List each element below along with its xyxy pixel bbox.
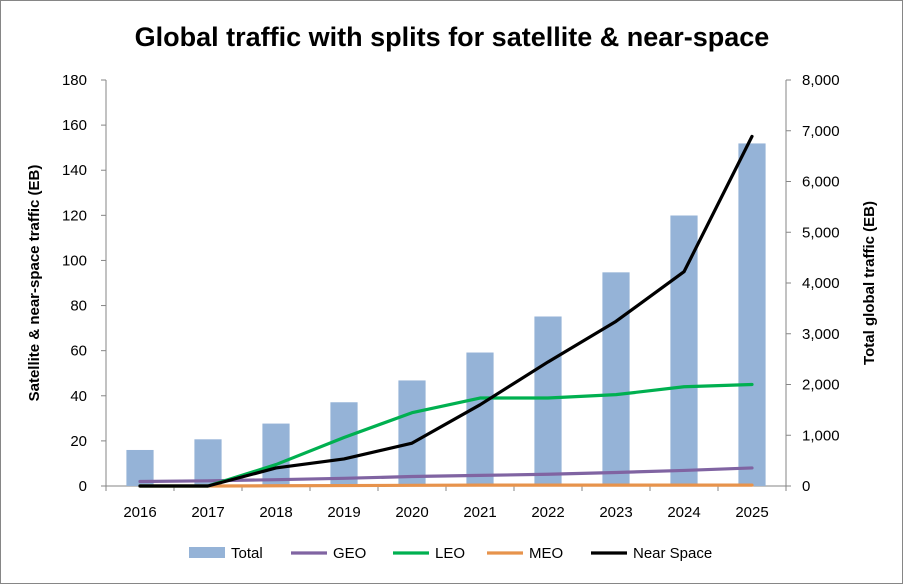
right-tick-label: 7,000 [802, 123, 840, 140]
left-tick-label: 160 [62, 117, 87, 134]
x-tick-label: 2018 [259, 504, 292, 521]
legend-label-total: Total [231, 545, 263, 562]
left-tick-label: 80 [70, 298, 87, 315]
x-tick-label: 2020 [395, 504, 428, 521]
x-tick-label: 2024 [667, 504, 700, 521]
bar-total [330, 402, 358, 486]
left-tick-label: 100 [62, 252, 87, 269]
series-lines [138, 134, 754, 488]
right-tick-label: 4,000 [802, 275, 840, 292]
legend-label-leo: LEO [435, 545, 465, 562]
right-axis-title: Total global traffic (EB) [861, 201, 878, 365]
x-tick-label: 2019 [327, 504, 360, 521]
series-line-near-space [138, 134, 754, 488]
chart-title: Global traffic with splits for satellite… [135, 22, 770, 52]
bar-total [738, 143, 766, 486]
bar-total [602, 272, 630, 486]
left-tick-label: 0 [79, 478, 87, 495]
right-tick-label: 2,000 [802, 377, 840, 394]
bar-total [262, 423, 290, 486]
right-tick-label: 3,000 [802, 326, 840, 343]
x-tick-label: 2025 [735, 504, 768, 521]
x-tick-label: 2023 [599, 504, 632, 521]
left-tick-label: 60 [70, 343, 87, 360]
left-tick-label: 40 [70, 388, 87, 405]
right-tick-label: 0 [802, 478, 810, 495]
right-tick-label: 5,000 [802, 224, 840, 241]
left-tick-label: 180 [62, 72, 87, 89]
series-line-meo [138, 483, 754, 488]
x-tick-label: 2016 [123, 504, 156, 521]
bar-total [534, 316, 562, 486]
right-tick-label: 6,000 [802, 174, 840, 191]
bar-total [466, 352, 494, 486]
x-tick-label: 2017 [191, 504, 224, 521]
bar-total [670, 215, 698, 486]
left-tick-label: 20 [70, 433, 87, 450]
bar-total [398, 380, 426, 486]
series-line-geo [138, 466, 754, 484]
legend: Total GEO LEO MEO Near Space [189, 545, 712, 562]
tick-labels: 0 20 40 60 80 100 120 140 160 180 0 1,000 2,000 3,000… [62, 72, 840, 521]
bars [126, 143, 766, 486]
bar-total [194, 439, 222, 486]
left-tick-label: 120 [62, 207, 87, 224]
series-line-leo [138, 382, 754, 488]
legend-label-geo: GEO [333, 545, 366, 562]
legend-label-near-space: Near Space [633, 545, 712, 562]
x-tick-label: 2022 [531, 504, 564, 521]
legend-label-meo: MEO [529, 545, 563, 562]
right-tick-label: 8,000 [802, 72, 840, 89]
left-axis-title: Satellite & near-space traffic (EB) [26, 165, 43, 402]
legend-swatch-total [189, 547, 225, 558]
right-tick-label: 1,000 [802, 427, 840, 444]
x-tick-label: 2021 [463, 504, 496, 521]
left-tick-label: 140 [62, 162, 87, 179]
